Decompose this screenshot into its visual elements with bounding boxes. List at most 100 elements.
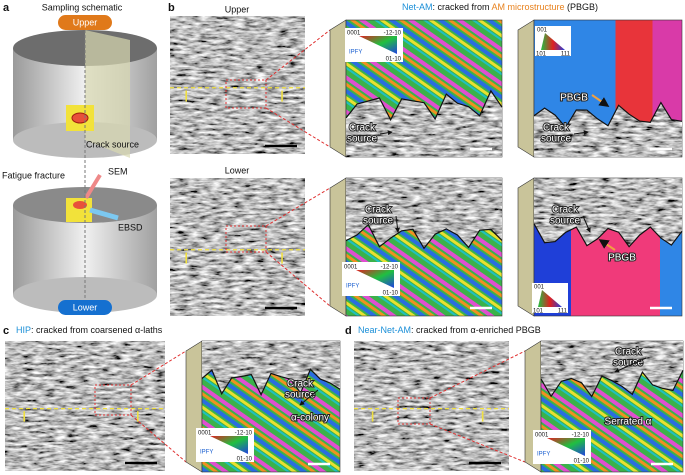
zoom-link	[265, 251, 331, 307]
pbgb-arrow	[598, 239, 616, 251]
roi-box	[225, 79, 267, 109]
crack-line	[345, 89, 503, 122]
key-label: IPFY	[200, 450, 213, 456]
ipf-key: 0001 -12-10 IPFY 01-10	[533, 430, 591, 465]
roi-box	[94, 384, 132, 416]
row-label: Lower	[225, 165, 250, 175]
key-triangle	[547, 438, 585, 456]
annotation: Serrated α	[605, 417, 652, 428]
key-label: 0001	[344, 265, 358, 271]
key-triangle	[359, 36, 397, 54]
annotation: source	[613, 358, 643, 369]
annotation-arrow	[614, 357, 647, 373]
roi-box	[397, 397, 431, 425]
annotation: Crack	[543, 123, 570, 134]
zoom-link	[429, 423, 526, 463]
sample-name: Near-Net-AM	[358, 325, 411, 335]
annotation: source	[285, 390, 315, 401]
feature-name: AM microstructure	[492, 2, 565, 12]
crack-line	[345, 223, 503, 250]
fracture-surface	[346, 178, 502, 249]
key-triangle	[210, 436, 248, 454]
annotation: source	[347, 134, 377, 145]
sem-image	[5, 341, 165, 471]
key-label: 101	[533, 309, 544, 315]
annotation: source	[363, 216, 393, 227]
lower-pill	[58, 300, 112, 315]
ipf-key: 001 101 111	[535, 26, 571, 58]
fracture-surface	[346, 90, 502, 157]
upper-label: Upper	[73, 17, 98, 27]
panel-title: Sampling schematic	[42, 2, 123, 12]
key-label: IPFY	[349, 50, 362, 56]
panel-title: HIP: cracked from coarsened α-laths	[16, 325, 163, 335]
upper-pill	[58, 15, 112, 30]
zoom-link	[265, 29, 331, 81]
key-label: 01-10	[237, 457, 253, 463]
key-triangle	[541, 33, 565, 50]
key-label: 111	[561, 52, 571, 58]
annotation: Crack	[287, 379, 314, 390]
block-side	[517, 177, 535, 317]
crack-source	[73, 201, 87, 209]
ebsd-label: EBSD	[118, 222, 143, 232]
zoom-link	[130, 414, 187, 463]
key-label: -12-10	[235, 431, 253, 437]
annotation: Crack	[615, 347, 642, 358]
key-label: 001	[534, 285, 545, 291]
ipf-key: 0001 -12-10 IPFY 01-10	[345, 28, 403, 63]
block-side	[329, 19, 347, 158]
key-label: 01-10	[386, 57, 402, 63]
key-label: 0001	[535, 433, 549, 439]
sample-name: Net-AM	[402, 2, 433, 12]
annotation: Crack	[552, 205, 579, 216]
cut-plane	[85, 30, 130, 158]
crack-line	[533, 101, 683, 129]
key-label: 001	[537, 28, 548, 34]
lower-label: Lower	[73, 302, 98, 312]
block-side	[517, 19, 535, 158]
fatigue-label: Fatigue fracture	[2, 170, 65, 180]
annotation: source	[541, 134, 571, 145]
key-label: -12-10	[572, 433, 590, 439]
row-label: Upper	[225, 4, 250, 14]
annotation: Crack	[349, 123, 376, 134]
annotation-arrow	[299, 389, 319, 406]
key-label: -12-10	[384, 31, 402, 37]
annotation: source	[550, 216, 580, 227]
sem-image	[170, 16, 305, 154]
zoom-link	[130, 350, 187, 386]
annotation-arrow	[379, 130, 393, 136]
annotation: PBGB	[608, 253, 636, 264]
annotation: PBGB	[560, 93, 588, 104]
sem-image	[170, 178, 305, 316]
annotation: Crack	[365, 205, 392, 216]
roi-box	[225, 225, 267, 253]
sem-label: SEM	[108, 166, 128, 176]
key-label: 101	[536, 52, 547, 58]
key-label: IPFY	[346, 284, 359, 290]
ipf-key: 001 101 111	[532, 283, 568, 315]
title-text: : cracked from α-enriched PBGB	[411, 325, 541, 335]
zoom-link	[265, 187, 331, 227]
zoom-link	[429, 350, 526, 399]
annotation-arrow	[582, 215, 591, 233]
fracture-surface	[534, 102, 682, 157]
key-triangle	[538, 290, 562, 307]
fracture-surface	[541, 341, 683, 397]
key-label: IPFY	[537, 452, 550, 458]
zoom-link	[265, 107, 331, 148]
ebsd-beam	[89, 207, 119, 221]
panel-label: a	[3, 2, 10, 14]
panel-title: Near-Net-AM: cracked from α-enriched PBG…	[358, 325, 541, 335]
key-label: 01-10	[383, 291, 399, 297]
panel-label: c	[3, 325, 9, 337]
sem-beam	[84, 173, 102, 200]
crack-line	[540, 370, 684, 398]
title-text: : cracked from coarsened α-laths	[31, 325, 163, 335]
annotation-arrow	[395, 215, 400, 233]
crack-source	[71, 112, 89, 124]
annotation-arrow	[573, 130, 589, 136]
sem-image	[354, 341, 509, 471]
